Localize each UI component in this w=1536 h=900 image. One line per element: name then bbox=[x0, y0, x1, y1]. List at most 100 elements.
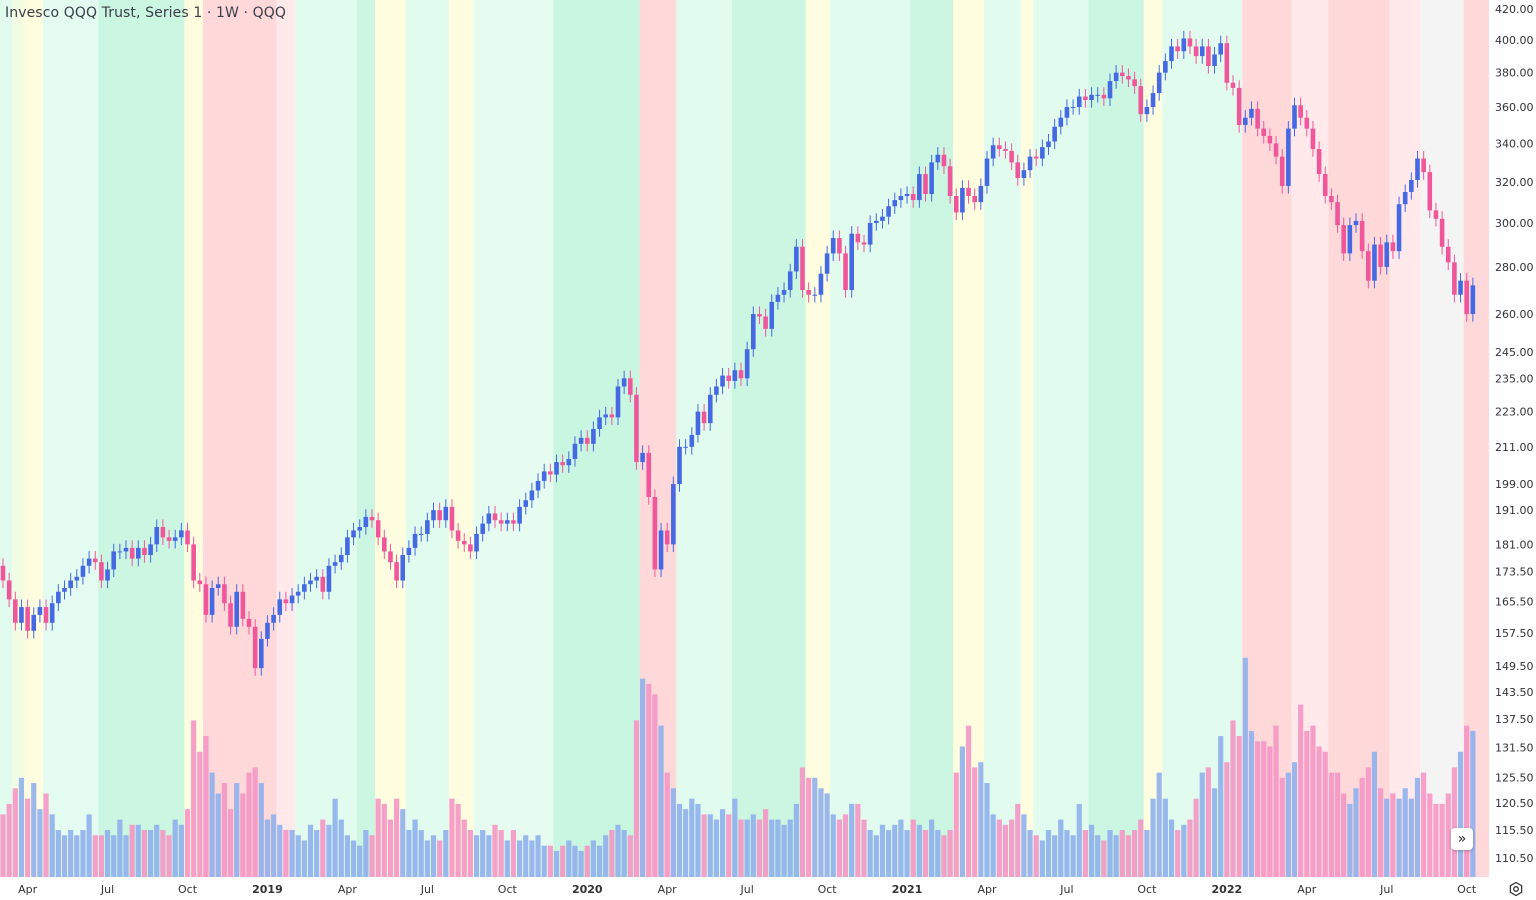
volume-bar bbox=[160, 830, 166, 877]
candle-body bbox=[295, 591, 301, 596]
candle-body bbox=[941, 154, 947, 167]
volume-bar bbox=[1285, 772, 1291, 877]
volume-bar bbox=[929, 819, 935, 877]
volume-bar bbox=[277, 824, 283, 877]
background-band bbox=[12, 0, 25, 877]
candle-body bbox=[917, 174, 922, 201]
volume-bar bbox=[418, 830, 424, 877]
candle-body bbox=[1273, 143, 1279, 157]
volume-bar bbox=[1039, 840, 1045, 877]
volume-bar bbox=[947, 830, 953, 877]
candle-body bbox=[751, 314, 756, 350]
volume-bar bbox=[1156, 772, 1162, 877]
volume-bar bbox=[1009, 819, 1015, 877]
volume-bar bbox=[492, 824, 498, 877]
candle-body bbox=[320, 576, 326, 592]
price-tick-label: 120.50 bbox=[1495, 797, 1534, 810]
volume-bar bbox=[713, 819, 719, 877]
candle-body bbox=[246, 618, 252, 627]
candle-body bbox=[966, 187, 971, 197]
candle-body bbox=[1218, 43, 1223, 55]
candle-body bbox=[566, 458, 572, 466]
candle-body bbox=[677, 446, 682, 485]
candle-body bbox=[1304, 117, 1310, 129]
volume-bar bbox=[437, 840, 443, 877]
candle-body bbox=[1089, 94, 1094, 101]
candle-body bbox=[664, 530, 670, 545]
candle-body bbox=[947, 166, 953, 197]
price-tick-label: 400.00 bbox=[1495, 34, 1534, 47]
candle-body bbox=[86, 558, 92, 566]
candle-body bbox=[1132, 79, 1137, 87]
candle-body bbox=[1175, 46, 1180, 52]
volume-bar bbox=[184, 809, 191, 877]
volume-bar bbox=[892, 824, 898, 877]
candle-body bbox=[572, 443, 578, 459]
candle-body bbox=[1156, 72, 1162, 94]
candle-body bbox=[775, 294, 781, 302]
candle-body bbox=[1138, 86, 1144, 115]
volume-bar bbox=[1279, 777, 1285, 877]
volume-bar bbox=[1119, 830, 1125, 877]
gear-icon[interactable] bbox=[1508, 881, 1524, 897]
volume-bar bbox=[1328, 772, 1334, 877]
candle-body bbox=[332, 562, 338, 566]
candle-body bbox=[535, 480, 541, 491]
candle-body bbox=[978, 185, 984, 203]
volume-bar bbox=[258, 783, 264, 877]
volume-bar bbox=[1378, 788, 1384, 877]
candle-body bbox=[338, 554, 344, 563]
background-band bbox=[1020, 0, 1034, 877]
candle-body bbox=[166, 537, 172, 541]
candle-body bbox=[412, 533, 418, 548]
volume-bar bbox=[129, 824, 135, 877]
candle-body bbox=[652, 496, 658, 570]
candle-body bbox=[271, 614, 276, 623]
background-band bbox=[1328, 0, 1390, 877]
candle-body bbox=[308, 580, 313, 585]
volume-bar bbox=[1457, 751, 1464, 877]
volume-bar bbox=[172, 819, 178, 877]
candle-body bbox=[1101, 94, 1107, 99]
volume-bar bbox=[332, 798, 338, 877]
candle-body bbox=[388, 551, 393, 563]
scroll-to-realtime-button[interactable]: » bbox=[1451, 828, 1473, 850]
candle-body bbox=[1298, 105, 1303, 118]
candle-body bbox=[1372, 244, 1377, 281]
time-tick-label: Jul bbox=[100, 883, 114, 896]
candle-body bbox=[259, 638, 264, 669]
candle-body bbox=[1452, 262, 1457, 295]
price-tick-label: 173.50 bbox=[1495, 565, 1534, 578]
time-axis[interactable] bbox=[0, 877, 1536, 900]
candle-body bbox=[1359, 220, 1365, 252]
background-band bbox=[405, 0, 449, 877]
candle-body bbox=[1366, 251, 1371, 281]
candle-body bbox=[1015, 162, 1021, 178]
candle-body bbox=[855, 233, 861, 243]
volume-bar bbox=[1365, 767, 1371, 877]
candle-body bbox=[818, 273, 824, 295]
candle-body bbox=[1120, 72, 1125, 77]
candle-body bbox=[1230, 82, 1236, 88]
volume-bar bbox=[1242, 657, 1248, 877]
volume-bar bbox=[61, 835, 68, 877]
volume-bar bbox=[855, 803, 861, 877]
background-band bbox=[42, 0, 99, 877]
candle-body bbox=[867, 222, 873, 245]
volume-bars bbox=[0, 657, 1476, 877]
candle-body bbox=[517, 506, 522, 524]
candle-body bbox=[314, 576, 319, 581]
volume-bar bbox=[1181, 824, 1187, 877]
candle-body bbox=[1458, 280, 1463, 295]
candle-body bbox=[1236, 87, 1242, 125]
candle-body bbox=[326, 565, 332, 592]
price-axis[interactable] bbox=[1489, 0, 1536, 900]
candle-body bbox=[603, 414, 608, 418]
price-tick-label: 340.00 bbox=[1495, 137, 1534, 150]
time-axis-labels: Apr Jul Oct 2019 Apr Jul Oct 2020 Apr Jul Oct 2021 A… bbox=[18, 883, 1477, 896]
volume-bar bbox=[1070, 835, 1076, 877]
volume-bar bbox=[965, 725, 972, 877]
volume-bar bbox=[504, 840, 510, 877]
volume-bar bbox=[1408, 798, 1414, 877]
